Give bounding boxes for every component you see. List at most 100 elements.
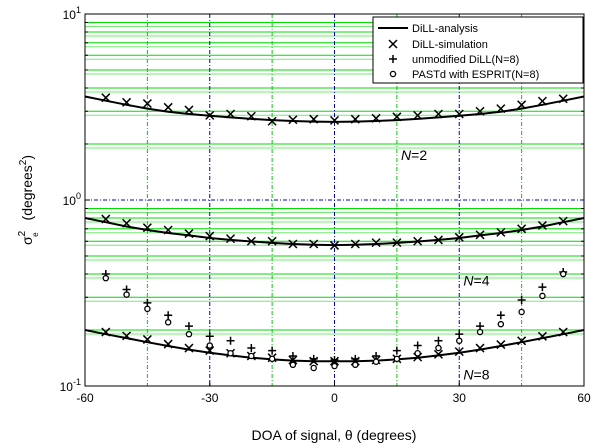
pastd-point <box>164 319 172 326</box>
pastd-point <box>435 344 442 352</box>
pastd-point <box>331 362 338 370</box>
simulation-point <box>537 96 547 106</box>
simulation-point <box>122 218 132 228</box>
y-tick-label: 101 <box>63 5 81 22</box>
unmodified-dill-point <box>476 322 485 331</box>
simulation-point <box>454 347 464 357</box>
simulation-point <box>267 236 277 246</box>
simulation-point <box>558 327 568 337</box>
simulation-point <box>288 239 298 249</box>
simulation-point <box>246 111 256 121</box>
unmodified-dill-point <box>538 283 547 292</box>
simulation-point <box>350 114 360 124</box>
ticks: -60 -30 0 30 60 10-1 100 101 <box>60 5 591 405</box>
simulation-point <box>246 236 256 246</box>
unmodified-dill-point <box>434 336 443 345</box>
simulation-point <box>537 220 547 230</box>
unmodified-dill-point <box>351 354 360 363</box>
x-tick-label: 30 <box>453 391 467 405</box>
simulation-point <box>371 238 381 248</box>
svg-text:σ2e (degrees2): σ2 e (degrees2) <box>17 155 40 245</box>
pastd-point <box>393 355 401 363</box>
simulation-point <box>101 327 111 337</box>
simulation-point <box>184 229 194 239</box>
unmodified-dill-point <box>517 295 526 304</box>
pastd-point <box>268 355 276 363</box>
legend-circle-marker <box>389 70 397 78</box>
pastd-point <box>102 274 110 282</box>
pastd-point <box>455 337 463 345</box>
pastd-point <box>559 270 567 278</box>
legend-markers <box>378 27 408 78</box>
simulation-point <box>496 340 506 350</box>
simulation-point <box>454 109 464 119</box>
legend-label-analysis: DiLL-analysis <box>412 23 479 35</box>
simulation-point <box>392 238 402 248</box>
simulation-point <box>205 346 215 356</box>
simulation-point <box>163 339 173 349</box>
simulation-point <box>309 114 319 124</box>
data-markers <box>101 93 568 372</box>
legend-label-unmodified: unmodified DiLL(N=8) <box>412 54 519 66</box>
pastd-point <box>185 330 193 338</box>
simulation-point <box>184 343 194 353</box>
x-tick-label: -60 <box>76 391 94 405</box>
curve-annotation: N=2 <box>401 147 427 163</box>
simulation-point <box>142 99 152 109</box>
curve-annotation: N=8 <box>463 367 489 383</box>
simulation-point <box>475 230 485 240</box>
unmodified-dill-point <box>392 346 401 355</box>
simulation-point <box>454 232 464 242</box>
simulation-point <box>205 110 215 120</box>
simulation-point <box>163 225 173 235</box>
simulation-point <box>517 224 527 234</box>
pastd-point <box>289 361 297 369</box>
pastd-point <box>144 305 151 313</box>
legend-label-pastd: PASTd with ESPRIT(N=8) <box>412 69 539 81</box>
simulation-point <box>163 102 173 112</box>
x-axis-label: DOA of signal, θ (degrees) <box>252 427 417 443</box>
simulation-point <box>142 223 152 233</box>
x-tick-label: 0 <box>331 391 338 405</box>
unmodified-dill-point <box>268 346 277 355</box>
simulation-point <box>226 109 236 119</box>
unmodified-dill-point <box>330 355 339 364</box>
simulation-point <box>329 115 340 125</box>
simulation-point <box>413 236 423 246</box>
analysis-curve <box>84 95 585 123</box>
simulation-point <box>184 105 194 115</box>
pastd-point <box>227 349 234 357</box>
simulation-point <box>101 214 111 224</box>
y-label-sup: 2 <box>17 230 28 236</box>
unmodified-dill-point <box>247 344 256 353</box>
legend-x-marker <box>388 39 398 49</box>
simulation-point <box>309 239 319 249</box>
pastd-point <box>352 361 359 369</box>
simulation-point <box>371 113 381 123</box>
pastd-point <box>248 352 255 360</box>
legend-plus-marker <box>389 55 397 63</box>
pastd-point <box>206 342 213 349</box>
simulation-point <box>350 239 360 249</box>
pastd-point <box>497 320 505 328</box>
unmodified-dill-point <box>143 298 152 307</box>
y-tick-label: 10-1 <box>60 377 81 394</box>
unmodified-dill-point <box>288 351 297 360</box>
unmodified-dill-point <box>164 311 173 320</box>
y-tick-label: 100 <box>63 191 81 208</box>
pastd-point <box>476 328 484 336</box>
simulation-point <box>433 109 443 119</box>
simulation-point <box>142 334 152 344</box>
y-label-unit: (degrees <box>19 165 35 220</box>
unmodified-dill-point <box>496 311 505 320</box>
x-tick-label: 60 <box>577 391 591 405</box>
legend: DiLL-analysis DiLL-simulation unmodified… <box>372 16 584 84</box>
simulation-point <box>558 94 568 104</box>
simulation-point <box>288 115 298 125</box>
simulation-point <box>433 349 443 359</box>
pastd-point <box>310 364 317 372</box>
simulation-point <box>413 110 423 120</box>
unmodified-dill-point <box>309 354 318 363</box>
legend-label-simulation: DiLL-simulation <box>412 39 488 51</box>
